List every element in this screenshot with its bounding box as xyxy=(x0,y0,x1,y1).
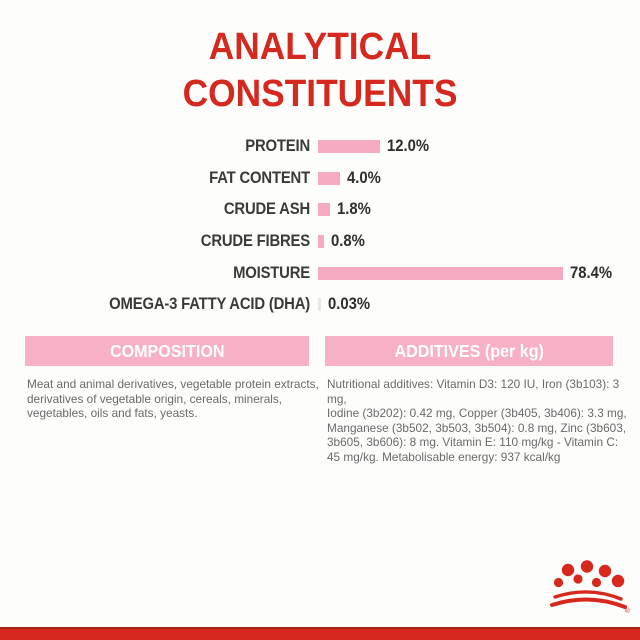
crude-fibres-bar xyxy=(318,235,324,249)
chart-row-label: CRUDE ASH xyxy=(223,200,310,219)
bottom-red-strip xyxy=(0,627,640,640)
chart-row-label: MOISTURE xyxy=(233,263,310,282)
composition-title: COMPOSITION xyxy=(109,340,225,361)
chart-row-value: 0.03% xyxy=(328,295,371,314)
additives-body-text: Nutritional additives: Vitamin D3: 120 I… xyxy=(327,377,627,464)
chart-row-value: 4.0% xyxy=(347,168,381,187)
royal-canin-crown-logo: ® xyxy=(550,560,630,615)
chart-row-label: CRUDE FIBRES xyxy=(200,232,310,251)
moisture-bar xyxy=(318,266,563,280)
crude-ash-bar xyxy=(318,203,330,217)
chart-row-value: 12.0% xyxy=(387,137,430,156)
chart-row-label: OMEGA-3 FATTY ACID (DHA) xyxy=(109,295,311,314)
composition-header-band: COMPOSITION xyxy=(25,336,309,366)
chart-row-value: 78.4% xyxy=(570,263,613,282)
omega3-dha-bar xyxy=(318,298,321,312)
protein-bar xyxy=(318,140,380,154)
chart-row-crude-ash: CRUDE ASH 1.8% xyxy=(0,194,640,226)
chart-row-value: 1.8% xyxy=(337,200,371,219)
chart-row-moisture: MOISTURE 78.4% xyxy=(0,257,640,289)
chart-row-protein: PROTEIN 12.0% xyxy=(0,131,640,163)
analytical-constituents-chart: PROTEIN 12.0% FAT CONTENT 4.0% CRUDE ASH… xyxy=(0,131,640,321)
page-title: ANALYTICAL CONSTITUENTS xyxy=(182,26,458,115)
registered-trademark: ® xyxy=(625,607,630,615)
crown-base-arcs xyxy=(550,590,627,609)
chart-row-fat-content: FAT CONTENT 4.0% xyxy=(0,163,640,195)
chart-row-omega3-dha: OMEGA-3 FATTY ACID (DHA) 0.03% xyxy=(0,289,640,321)
chart-row-crude-fibres: CRUDE FIBRES 0.8% xyxy=(0,226,640,258)
chart-row-label: PROTEIN xyxy=(245,137,310,156)
fat-content-bar xyxy=(318,171,340,185)
crown-dots xyxy=(553,560,625,588)
additives-header-band: ADDITIVES (per kg) xyxy=(325,336,613,366)
chart-row-value: 0.8% xyxy=(331,232,365,251)
additives-title: ADDITIVES (per kg) xyxy=(394,340,544,361)
composition-body-text: Meat and animal derivatives, vegetable p… xyxy=(27,377,319,421)
chart-row-label: FAT CONTENT xyxy=(209,168,310,187)
